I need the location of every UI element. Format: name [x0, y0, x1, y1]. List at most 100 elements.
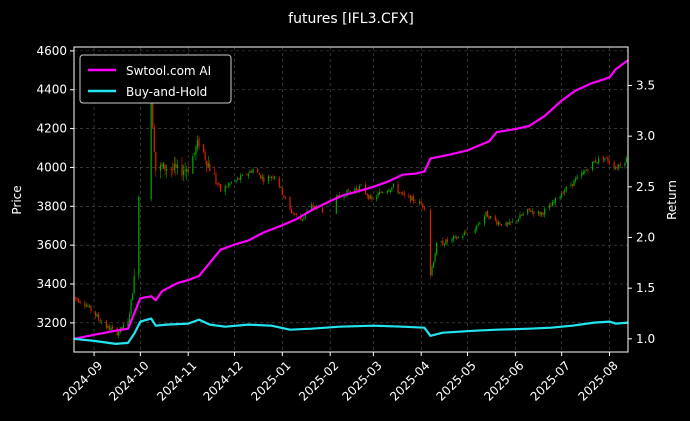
candle-body — [496, 220, 498, 225]
left-y-tick-label: 3200 — [36, 316, 67, 330]
candle-body — [261, 176, 263, 179]
candle-body — [368, 195, 370, 200]
candle-body — [181, 164, 183, 176]
candle-body — [562, 192, 564, 194]
candle-body — [463, 232, 466, 236]
candle-body — [176, 164, 178, 168]
candle-body — [294, 214, 296, 215]
candle-body — [397, 184, 399, 193]
candle-body — [488, 216, 490, 219]
candle-body — [111, 326, 114, 329]
candle-body — [284, 197, 287, 199]
candle-body — [159, 165, 162, 171]
candle-body — [615, 168, 617, 169]
candle-body — [118, 331, 120, 336]
candle-body — [582, 171, 584, 175]
candle-body — [173, 163, 175, 170]
candle-body — [540, 212, 543, 215]
candle-body — [594, 160, 597, 163]
candle-body — [303, 216, 305, 219]
candle-body — [565, 186, 567, 191]
candle-body — [133, 275, 135, 294]
candle-body — [85, 305, 87, 307]
candle-body — [602, 157, 604, 161]
candle-body — [550, 205, 552, 207]
series-lines — [73, 59, 629, 345]
candle-body — [357, 189, 359, 191]
candle-body — [539, 211, 541, 216]
candle-body — [389, 189, 391, 192]
candle-body — [490, 216, 492, 218]
candle-body — [230, 182, 233, 184]
candle-body — [462, 235, 464, 238]
candle-body — [76, 298, 78, 300]
candle-body — [153, 127, 155, 152]
candle-body — [522, 213, 524, 216]
candle-body — [304, 213, 307, 218]
candle-body — [78, 299, 80, 303]
candle-body — [440, 241, 442, 243]
candle-body — [400, 192, 402, 194]
candle-body — [551, 202, 553, 207]
candle-body — [187, 168, 189, 173]
candle-body — [220, 184, 222, 192]
candle-body — [508, 222, 510, 225]
candle-body — [267, 176, 270, 182]
candle-body — [377, 193, 379, 197]
candle-body — [269, 177, 271, 178]
candle-body — [598, 158, 600, 163]
candle-body — [314, 206, 316, 208]
candle-body — [122, 324, 124, 329]
candle-body — [203, 144, 205, 153]
candle-body — [607, 157, 609, 162]
candle-body — [445, 239, 447, 245]
candle-body — [88, 305, 91, 308]
candle-body — [90, 305, 92, 312]
candle-body — [162, 162, 165, 169]
candle-body — [456, 237, 458, 239]
candle-body — [419, 201, 421, 203]
left-y-tick-label: 3800 — [36, 199, 67, 213]
candle-body — [249, 170, 251, 173]
candle-body — [292, 212, 294, 214]
candle-body — [486, 210, 489, 217]
candle-body — [152, 99, 154, 128]
candle-body — [355, 187, 358, 190]
candle-body — [138, 196, 140, 276]
candle-body — [95, 311, 97, 316]
candle-body — [360, 184, 362, 186]
candlesticks — [73, 98, 629, 339]
candle-body — [485, 211, 487, 216]
candle-body — [391, 187, 393, 191]
candle-body — [576, 176, 578, 180]
candle-body — [186, 169, 188, 172]
candle-body — [423, 206, 425, 210]
candle-body — [507, 222, 509, 225]
candle-body — [344, 195, 347, 197]
candle-body — [193, 152, 195, 154]
candle-body — [454, 236, 456, 237]
candle-body — [337, 195, 339, 198]
candle-body — [216, 183, 219, 185]
candle-body — [290, 209, 293, 213]
candle-body — [517, 218, 520, 222]
candle-body — [260, 174, 262, 179]
candle-body — [270, 177, 273, 178]
candle-body — [257, 169, 259, 173]
candle-body — [411, 196, 413, 201]
series-line-1 — [73, 317, 629, 345]
candle-body — [227, 184, 229, 187]
candle-body — [520, 214, 523, 216]
candle-body — [399, 192, 401, 194]
candle-body — [358, 186, 361, 191]
candle-body — [516, 220, 518, 222]
candle-body — [130, 299, 132, 314]
candle-body — [349, 190, 351, 192]
candle-body — [236, 178, 239, 180]
candle-body — [209, 163, 211, 172]
candle-body — [301, 219, 303, 221]
candle-body — [235, 180, 237, 183]
chart-title: futures [IFL3.CFX] — [288, 11, 414, 27]
candle-body — [497, 222, 499, 225]
